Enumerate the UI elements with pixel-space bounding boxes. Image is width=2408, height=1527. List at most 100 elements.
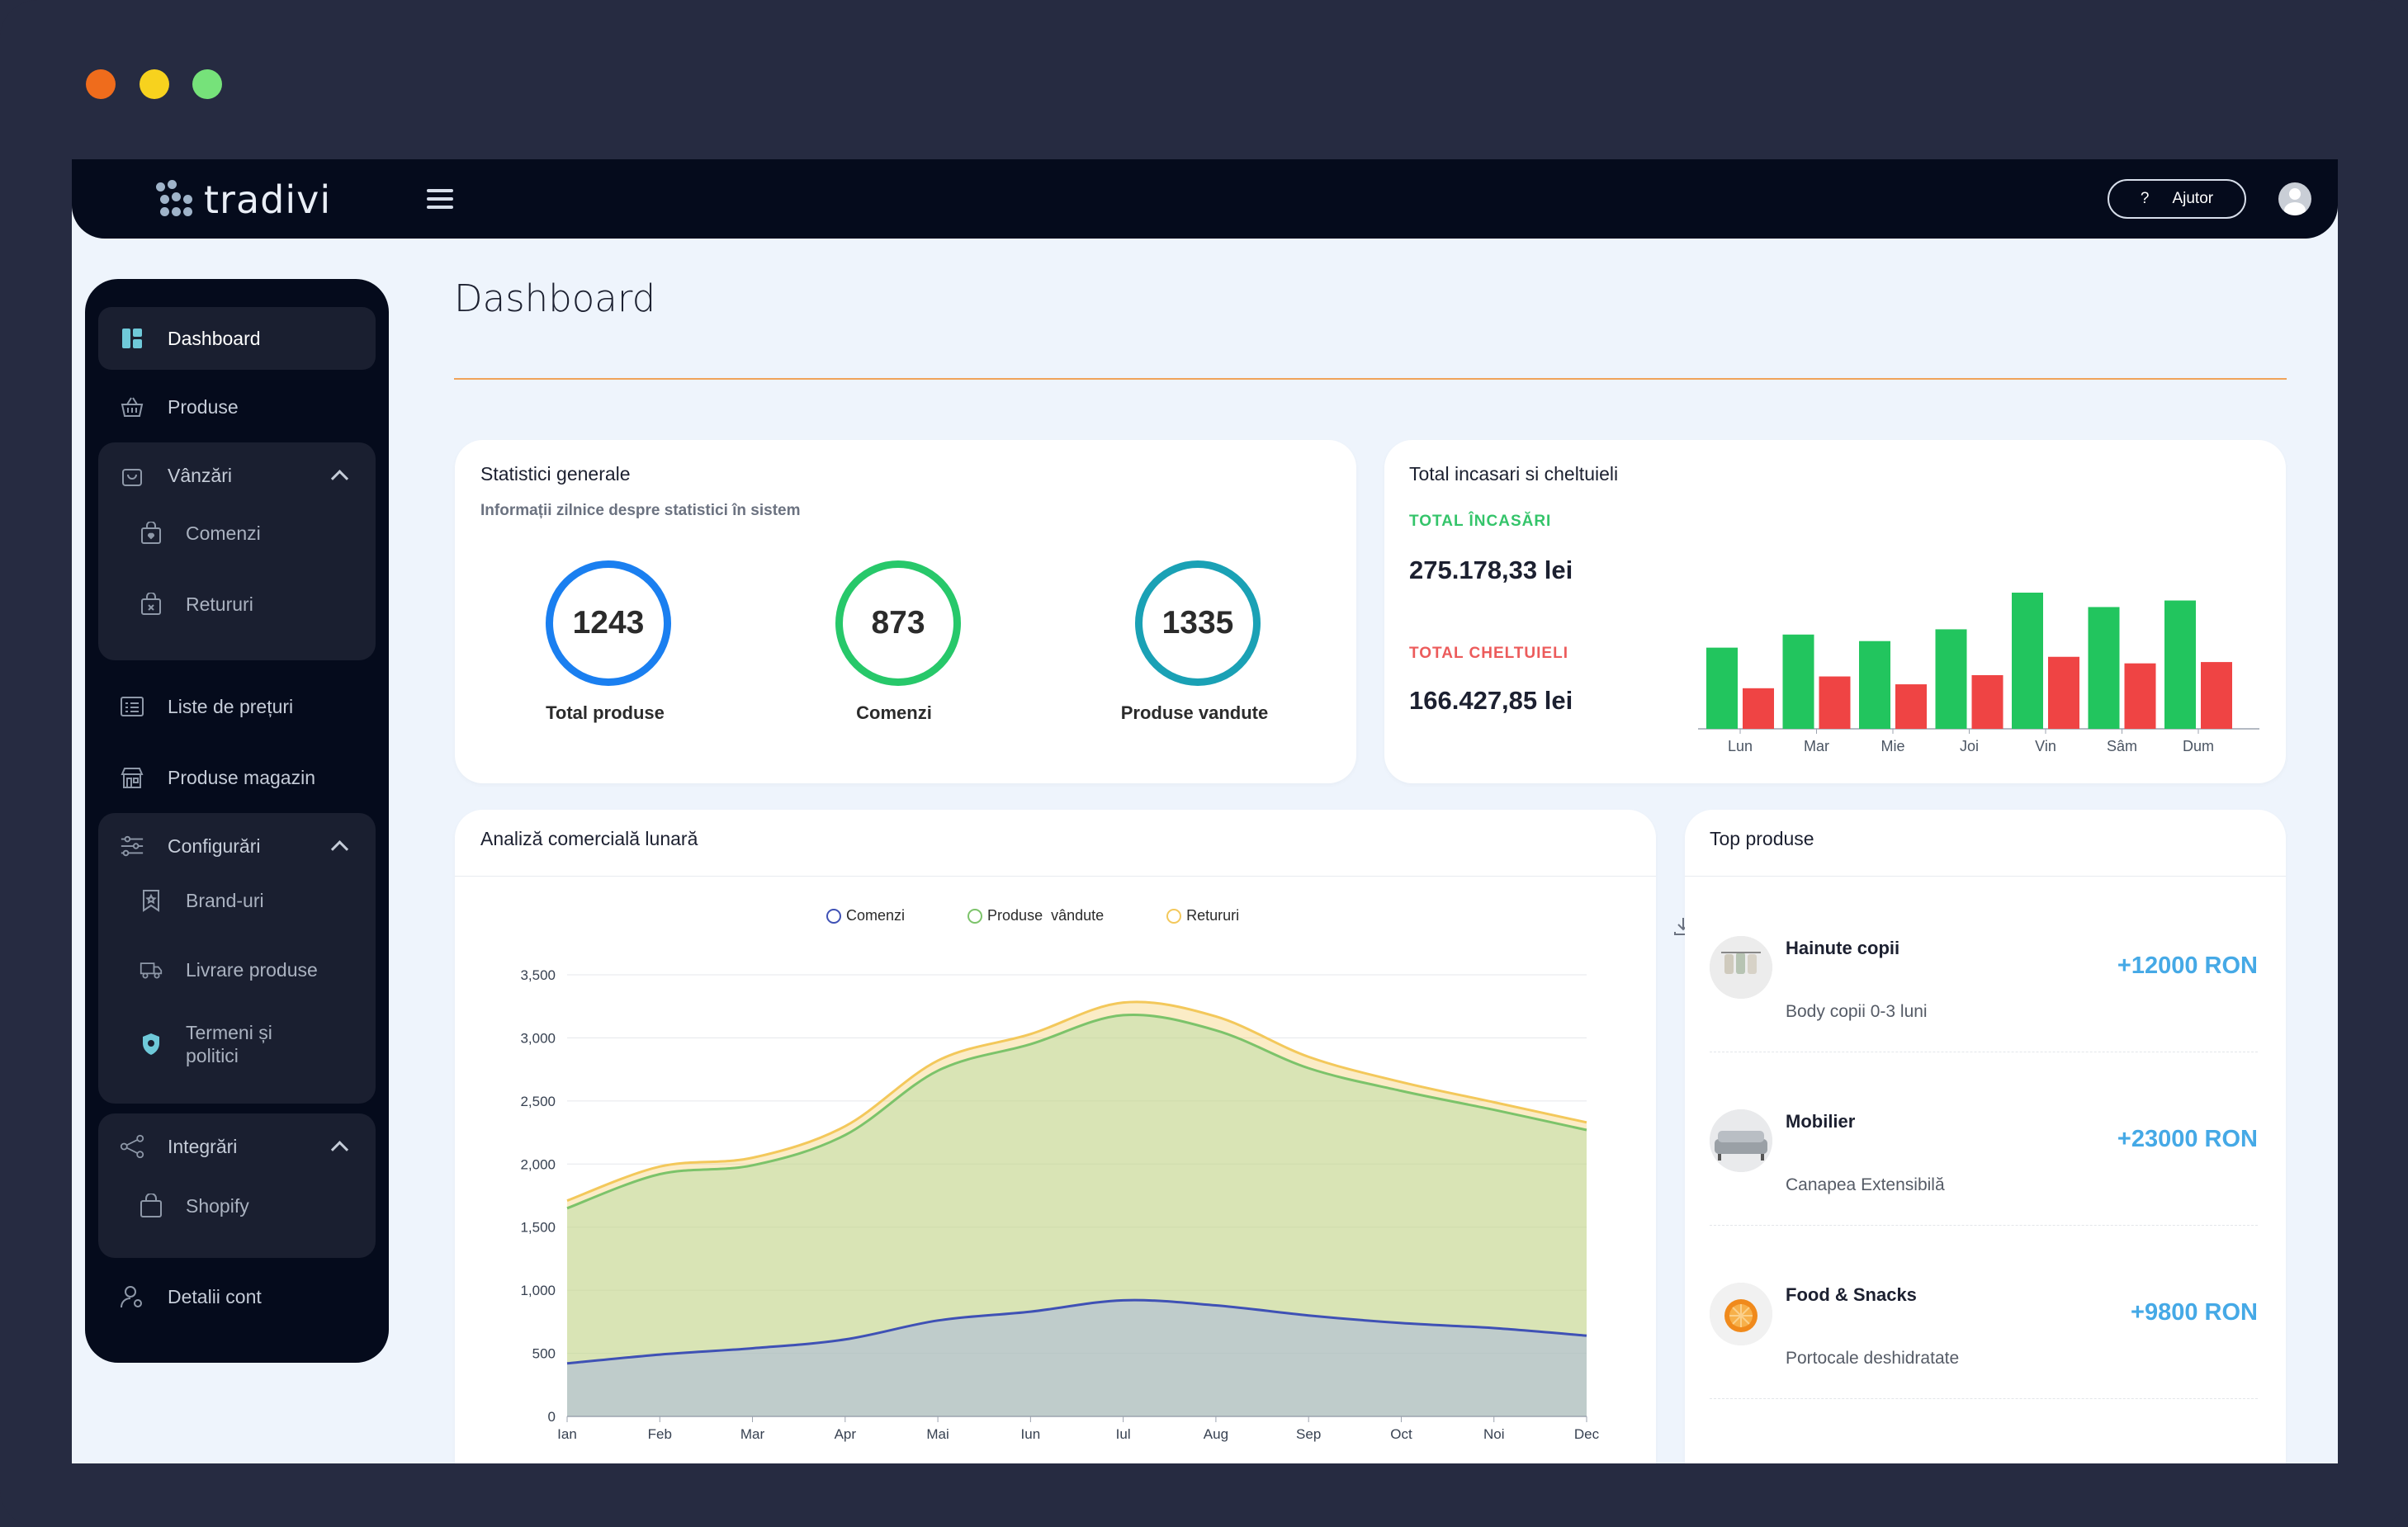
sidebar-item-dashboard[interactable]: Dashboard bbox=[98, 307, 376, 370]
sidebar-item-shopify[interactable]: Shopify bbox=[140, 1194, 249, 1217]
income-bar[interactable] bbox=[2164, 600, 2196, 729]
bar-x-tick-label: Dum bbox=[2183, 738, 2214, 754]
income-bar[interactable] bbox=[2012, 593, 2043, 729]
sidebar-item-liste-preturi[interactable]: Liste de prețuri bbox=[98, 682, 376, 731]
total-produse-ring: 1243 bbox=[546, 560, 671, 686]
store-icon bbox=[120, 765, 144, 790]
x-tick-label: Noi bbox=[1483, 1426, 1505, 1442]
income-bar[interactable] bbox=[2088, 607, 2120, 729]
legend-retururi-label: Retururi bbox=[1186, 907, 1240, 924]
sidebar-item-label: Vânzări bbox=[168, 464, 232, 486]
maximize-window-dot[interactable] bbox=[192, 69, 222, 99]
y-tick-label: 2,000 bbox=[520, 1156, 556, 1172]
page-title: Dashboard bbox=[454, 277, 656, 320]
legend-item-retururi[interactable]: Retururi bbox=[1166, 907, 1239, 924]
chevron-up-icon[interactable] bbox=[330, 840, 349, 858]
top-product-row[interactable]: Food & Snacks Portocale deshidratate +98… bbox=[1710, 1266, 2258, 1399]
card-header-divider bbox=[455, 876, 1656, 877]
sidebar-item-vanzari[interactable]: Vânzări bbox=[98, 451, 376, 500]
monthly-title: Analiză comercială lunară bbox=[480, 828, 698, 849]
menu-toggle-icon[interactable] bbox=[427, 189, 453, 209]
sidebar-item-detalii-cont[interactable]: Detalii cont bbox=[98, 1272, 376, 1321]
expense-bar[interactable] bbox=[2201, 662, 2232, 729]
sidebar-item-label: Retururi bbox=[186, 593, 253, 615]
product-description: Portocale deshidratate bbox=[1786, 1349, 1960, 1368]
expense-bar[interactable] bbox=[1819, 676, 1851, 729]
sidebar-item-label: Produse magazin bbox=[168, 766, 315, 788]
y-tick-label: 2,500 bbox=[520, 1094, 556, 1109]
income-bar[interactable] bbox=[1782, 634, 1814, 729]
legend-item-produse-vandute[interactable]: Produse vândute bbox=[967, 907, 1104, 924]
top-product-row[interactable]: Hainute copii Body copii 0-3 luni +12000… bbox=[1710, 920, 2258, 1052]
top-navbar: tradivi ? Ajutor bbox=[72, 159, 2338, 239]
card-header-divider bbox=[1685, 876, 2286, 877]
sidebar-group-vanzari: Vânzări Comenzi Retururi bbox=[98, 442, 376, 660]
expense-bar[interactable] bbox=[1971, 674, 2004, 729]
sidebar-item-label: Detalii cont bbox=[168, 1285, 262, 1307]
product-name: Food & Snacks bbox=[1786, 1284, 1917, 1305]
income-value: 275.178,33 lei bbox=[1409, 555, 1573, 584]
area-fill-1 bbox=[567, 1014, 1587, 1416]
y-tick-label: 3,500 bbox=[520, 967, 556, 983]
chevron-up-icon[interactable] bbox=[330, 1141, 349, 1159]
legend-item-comenzi[interactable]: Comenzi bbox=[826, 907, 905, 924]
x-tick-label: Oct bbox=[1390, 1426, 1412, 1442]
product-revenue: +12000 RON bbox=[2117, 953, 2258, 979]
logo[interactable]: tradivi bbox=[156, 177, 331, 222]
legend-comenzi-label: Comenzi bbox=[846, 907, 906, 924]
expense-bar[interactable] bbox=[2048, 656, 2079, 729]
expense-bar[interactable] bbox=[1743, 688, 1774, 729]
sidebar-item-livrare-produse[interactable]: Livrare produse bbox=[140, 958, 318, 981]
top-products-title: Top produse bbox=[1710, 828, 1814, 849]
series-line-1[interactable] bbox=[566, 1013, 1587, 1210]
question-icon: ? bbox=[2140, 190, 2150, 207]
sidebar-item-comenzi[interactable]: Comenzi bbox=[140, 522, 261, 545]
y-tick-label: 500 bbox=[532, 1346, 556, 1362]
chevron-up-icon[interactable] bbox=[330, 470, 349, 488]
series-line-0[interactable] bbox=[566, 1298, 1587, 1365]
sidebar-item-produse[interactable]: Produse bbox=[98, 382, 376, 432]
income-bar[interactable] bbox=[1935, 629, 1967, 729]
income-bar[interactable] bbox=[1859, 641, 1890, 729]
legend-produse-label: Produse vândute bbox=[987, 907, 1105, 924]
expense-label: TOTAL CHELTUIELI bbox=[1409, 645, 1568, 662]
sliders-icon bbox=[120, 834, 144, 858]
product-name: Hainute copii bbox=[1786, 938, 1900, 958]
user-avatar[interactable] bbox=[2278, 182, 2311, 215]
expense-bar[interactable] bbox=[1895, 684, 1927, 729]
sidebar-item-label: Produse bbox=[168, 395, 239, 418]
x-tick-label: Aug bbox=[1204, 1426, 1228, 1442]
comenzi-label: Comenzi bbox=[856, 702, 932, 723]
minimize-window-dot[interactable] bbox=[140, 69, 169, 99]
sidebar-item-configurari[interactable]: Configurări bbox=[98, 821, 376, 871]
app-window: tradivi ? Ajutor Dashboard Produse bbox=[72, 159, 2338, 1463]
delivery-truck-icon bbox=[140, 958, 163, 981]
y-tick-label: 1,500 bbox=[520, 1220, 556, 1236]
sidebar-item-brand-uri[interactable]: Brand-uri bbox=[140, 889, 264, 912]
series-line-2[interactable] bbox=[566, 1000, 1587, 1203]
expense-bar[interactable] bbox=[2124, 663, 2156, 729]
bar-x-tick-label: Sâm bbox=[2107, 738, 2137, 754]
top-product-row[interactable]: Mobilier Canapea Extensibilă +23000 RON bbox=[1710, 1093, 2258, 1226]
income-bar[interactable] bbox=[1706, 647, 1738, 729]
sidebar-group-integrari: Integrări Shopify bbox=[98, 1113, 376, 1258]
sidebar-item-retururi[interactable]: Retururi bbox=[140, 593, 253, 616]
expense-value: 166.427,85 lei bbox=[1409, 686, 1573, 715]
return-bag-icon bbox=[140, 593, 163, 616]
shopify-bag-icon bbox=[140, 1194, 163, 1217]
sidebar-item-label: Comenzi bbox=[186, 522, 261, 544]
product-thumbnail bbox=[1710, 1109, 1772, 1172]
bar-x-tick-label: Vin bbox=[2035, 738, 2056, 754]
sidebar-item-produse-magazin[interactable]: Produse magazin bbox=[98, 753, 376, 802]
y-tick-label: 0 bbox=[548, 1409, 556, 1425]
top-products-card: Top produse Hainute copii Body copii 0-3… bbox=[1685, 810, 2286, 1463]
product-thumbnail bbox=[1710, 936, 1772, 999]
x-tick-label: Apr bbox=[835, 1426, 857, 1442]
product-revenue: +9800 RON bbox=[2131, 1299, 2258, 1326]
sidebar-item-label: Shopify bbox=[186, 1194, 249, 1217]
sidebar-item-integrari[interactable]: Integrări bbox=[98, 1122, 376, 1171]
close-window-dot[interactable] bbox=[86, 69, 116, 99]
x-tick-label: Iul bbox=[1116, 1426, 1131, 1442]
help-button[interactable]: ? Ajutor bbox=[2108, 179, 2246, 219]
sidebar-item-termeni[interactable]: Termeni și politici bbox=[140, 1021, 272, 1067]
